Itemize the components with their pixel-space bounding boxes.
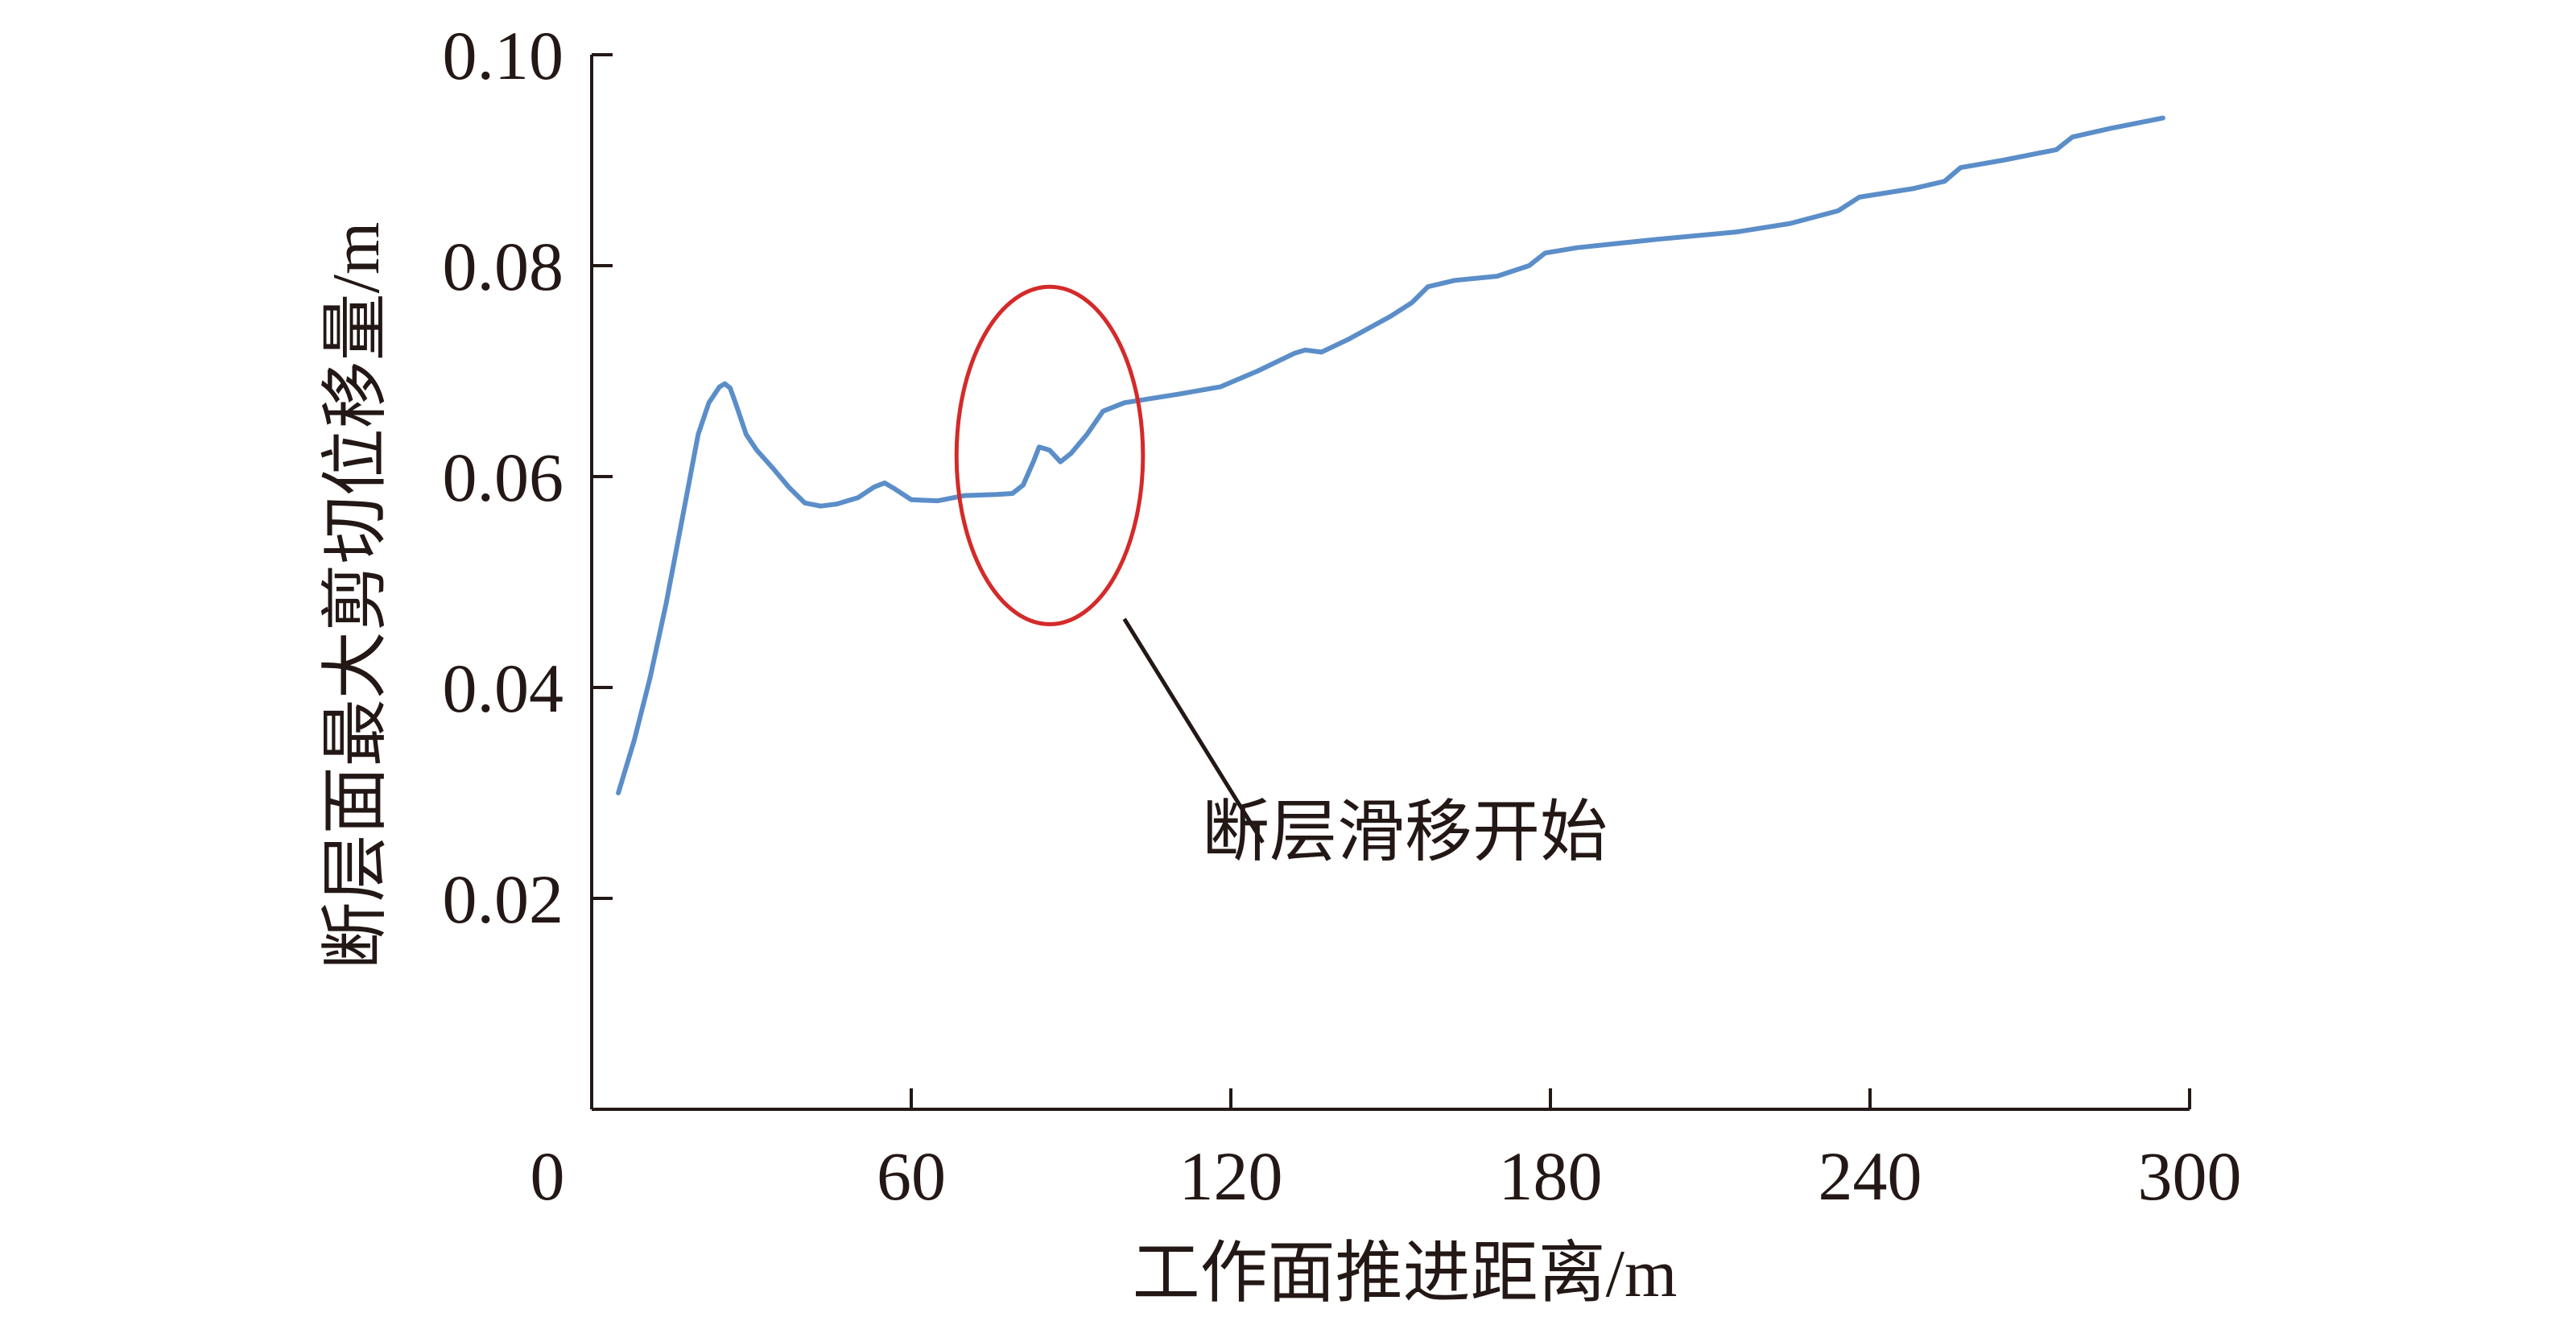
x-tick-label: 60: [877, 1137, 946, 1215]
y-tick-label: 0.02: [443, 861, 564, 938]
x-tick-label: 0: [530, 1137, 565, 1215]
x-tick-label: 180: [1499, 1137, 1603, 1215]
x-axis-label: 工作面推进距离/m: [1133, 1236, 1678, 1311]
y-tick-label: 0.10: [443, 17, 564, 94]
annotation-leader-line: [1122, 617, 1265, 844]
y-axis-label: 断层面最大剪切位移量/m: [319, 222, 394, 970]
y-axis-ticks: 0.02 0.04 0.06 0.08 0.10: [443, 17, 613, 938]
y-tick-label: 0.06: [443, 439, 564, 516]
x-tick-label: 300: [2138, 1137, 2242, 1215]
fault-slip-highlight-ellipse: [954, 284, 1146, 626]
annotation-label: 断层滑移开始: [1202, 795, 1608, 870]
axes: 0 60 120 180 240 300 0.02 0.04 0.06 0.08 0.10: [443, 17, 2242, 1215]
x-tick-label: 240: [1818, 1137, 1922, 1215]
plot-area: 断层滑移开始: [616, 115, 2165, 870]
x-tick-label: 120: [1179, 1137, 1283, 1215]
y-tick-label: 0.08: [443, 228, 564, 305]
x-axis-ticks: 0 60 120 180 240 300: [530, 1088, 2242, 1215]
series-line: [616, 115, 2165, 795]
y-tick-label: 0.04: [443, 650, 564, 727]
